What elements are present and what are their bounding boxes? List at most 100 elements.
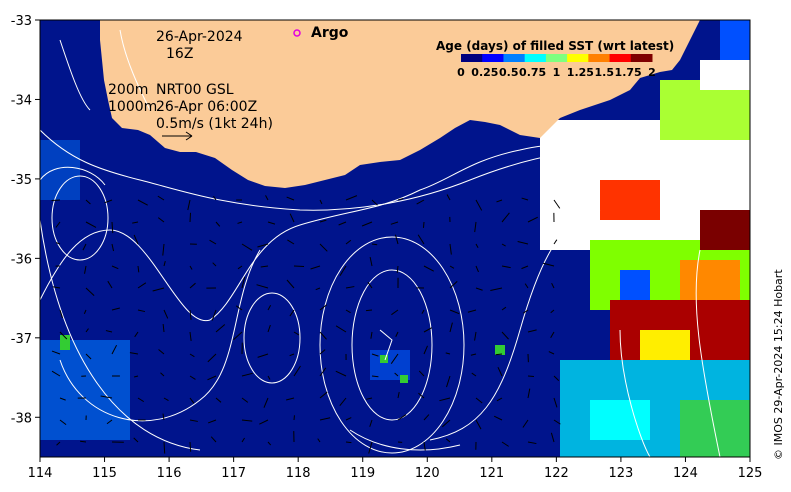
hour-label: 16Z <box>166 46 194 62</box>
current-vector <box>446 375 451 388</box>
current-vector <box>501 441 509 447</box>
current-vector <box>105 330 113 333</box>
current-vector <box>474 331 477 341</box>
current-vector <box>542 262 555 267</box>
current-vector <box>207 419 217 424</box>
current-vector <box>85 353 92 360</box>
current-vector <box>527 388 531 399</box>
current-vector <box>397 414 407 421</box>
current-vector <box>100 395 113 399</box>
current-vector <box>470 353 477 356</box>
current-vector <box>158 349 165 355</box>
current-vector <box>56 441 61 446</box>
current-vector <box>524 283 529 289</box>
current-vector <box>551 282 555 289</box>
current-vector <box>163 260 166 267</box>
current-vector <box>449 281 458 289</box>
current-vector <box>319 417 331 421</box>
x-tick-label: 121 <box>479 466 504 481</box>
current-vector <box>59 331 68 340</box>
current-vector <box>361 221 373 227</box>
current-vector <box>237 221 243 224</box>
y-tick-label: -35 <box>11 173 32 188</box>
current-vector <box>189 265 193 270</box>
current-vector <box>395 331 399 337</box>
date-label: 26-Apr-2024 <box>156 29 243 45</box>
current-vector <box>241 397 249 403</box>
colorbar-segment <box>609 54 632 62</box>
current-vector <box>189 419 198 422</box>
current-vector <box>267 441 272 446</box>
current-time-label: 26-Apr 06:00Z <box>156 99 258 115</box>
current-vector <box>553 239 558 245</box>
colorbar-tick-label: 2 <box>648 66 656 79</box>
current-vector <box>319 331 327 340</box>
current-vector <box>111 307 120 311</box>
current-vector <box>84 265 87 274</box>
current-vector <box>521 265 529 270</box>
current-vector <box>445 352 451 355</box>
current-vector <box>449 265 455 269</box>
current-vector <box>59 419 67 426</box>
current-vector <box>319 199 323 205</box>
current-vector <box>522 309 529 314</box>
colorbar-segment <box>461 54 483 62</box>
current-vector <box>553 375 560 381</box>
current-vector <box>51 370 61 377</box>
current-vector <box>449 243 452 255</box>
current-vector <box>517 241 529 245</box>
current-vector <box>310 265 321 270</box>
current-vector <box>286 196 295 201</box>
y-tick-label: -33 <box>11 14 32 29</box>
current-vector <box>210 436 217 443</box>
current-vector <box>345 417 352 421</box>
current-vector <box>394 234 399 245</box>
current-vector <box>475 397 483 404</box>
x-tick-label: 123 <box>608 466 633 481</box>
current-vector <box>422 221 425 228</box>
current-vector <box>160 372 165 377</box>
current-vector <box>390 221 399 225</box>
current-vector <box>189 397 195 404</box>
current-vector <box>257 243 269 248</box>
current-vector <box>370 331 373 339</box>
current-vector <box>521 197 529 201</box>
y-tick-label: -38 <box>11 411 32 426</box>
current-vector <box>319 367 327 377</box>
colorbar-tick-label: 0.75 <box>519 66 546 79</box>
current-vector <box>260 265 269 268</box>
current-vector <box>241 372 253 377</box>
current-vector <box>339 397 347 407</box>
current-vector <box>496 199 503 203</box>
current-vector <box>475 419 482 430</box>
current-vector <box>133 437 139 443</box>
current-vector <box>396 265 399 273</box>
plot-frame <box>39 19 751 458</box>
current-vector <box>418 392 425 399</box>
current-vector <box>527 329 537 333</box>
current-vector <box>187 199 191 211</box>
current-vector <box>215 324 226 333</box>
current-vector <box>241 419 253 422</box>
x-tick-label: 114 <box>28 466 53 481</box>
current-vector <box>317 438 321 443</box>
current-vector <box>209 239 217 245</box>
current-vector <box>107 280 113 289</box>
current-vector <box>241 243 253 251</box>
current-vector <box>211 309 217 321</box>
current-vector <box>111 221 114 234</box>
current-vector <box>501 243 506 247</box>
current-vector <box>189 375 196 380</box>
current-vector <box>133 234 139 245</box>
current-vector <box>335 370 347 377</box>
current-vector <box>265 195 269 201</box>
current-vector <box>111 243 115 252</box>
current-vector <box>497 367 503 377</box>
current-vector <box>338 221 347 226</box>
current-vector <box>285 397 295 401</box>
current-vector <box>423 327 433 333</box>
current-vector <box>189 441 192 452</box>
current-vector <box>417 234 425 245</box>
current-vector <box>315 287 321 291</box>
